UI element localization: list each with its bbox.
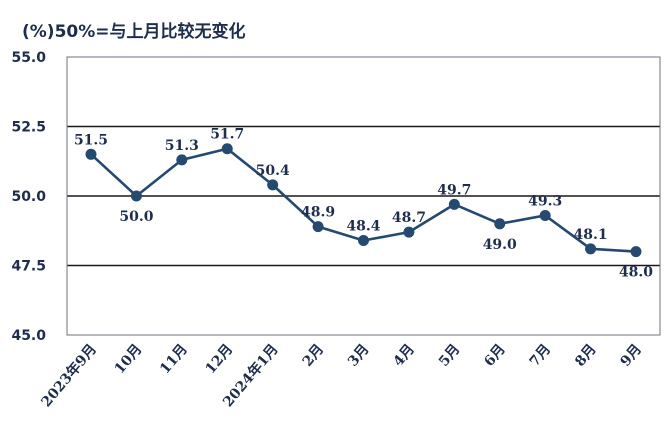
y-axis-ticks: 45.0 47.5 50.0 52.5 55.0 xyxy=(11,50,46,344)
data-point xyxy=(494,218,506,230)
data-label: 48.9 xyxy=(301,205,335,221)
x-tick-label: 11月 xyxy=(157,341,191,377)
x-tick-label: 9月 xyxy=(618,341,646,369)
data-label: 48.0 xyxy=(619,265,653,281)
y-tick-label: 55.0 xyxy=(11,50,46,66)
data-point xyxy=(267,179,279,191)
y-tick-label: 52.5 xyxy=(11,120,46,136)
data-label: 50.4 xyxy=(256,163,290,179)
data-point xyxy=(221,143,233,155)
y-tick-label: 50.0 xyxy=(11,189,46,205)
data-label: 49.0 xyxy=(483,237,517,253)
gridlines xyxy=(67,125,660,267)
data-point xyxy=(176,154,188,166)
x-tick-label: 3月 xyxy=(345,341,373,369)
y-tick-label: 45.0 xyxy=(11,328,46,344)
data-point xyxy=(403,226,415,238)
x-tick-label: 8月 xyxy=(572,341,600,369)
data-label: 49.7 xyxy=(437,182,471,198)
data-label: 48.7 xyxy=(392,210,426,226)
data-points xyxy=(85,143,642,258)
data-label: 51.3 xyxy=(165,138,199,154)
y-tick-label: 47.5 xyxy=(11,259,46,275)
data-point xyxy=(85,148,97,160)
x-tick-label: 7月 xyxy=(527,341,555,369)
x-tick-label: 12月 xyxy=(203,341,237,377)
x-tick-label: 10月 xyxy=(112,341,146,377)
data-point xyxy=(312,221,324,233)
x-tick-label: 6月 xyxy=(481,341,509,369)
data-label: 51.5 xyxy=(74,132,108,148)
x-tick-label: 2023年9月 xyxy=(38,341,100,411)
data-point xyxy=(539,209,551,221)
plot-area-frame xyxy=(66,56,661,336)
data-point xyxy=(585,243,597,255)
data-label: 51.7 xyxy=(210,127,244,143)
x-tick-label: 2月 xyxy=(300,341,328,369)
x-tick-label: 5月 xyxy=(436,341,464,369)
data-point xyxy=(130,190,142,202)
data-label: 48.4 xyxy=(346,218,380,234)
data-label: 48.1 xyxy=(574,227,608,243)
x-tick-label: 4月 xyxy=(390,341,418,369)
data-point xyxy=(358,234,369,246)
data-labels: 51.5 50.0 51.3 51.7 50.4 48.9 48.4 48.7 49.7 49.0… xyxy=(74,127,653,281)
data-label: 49.3 xyxy=(528,193,562,209)
data-point xyxy=(448,198,460,210)
data-label: 50.0 xyxy=(119,209,153,225)
chart-title: (%)50%=与上月比较无变化 xyxy=(22,21,246,42)
data-point xyxy=(630,246,642,258)
